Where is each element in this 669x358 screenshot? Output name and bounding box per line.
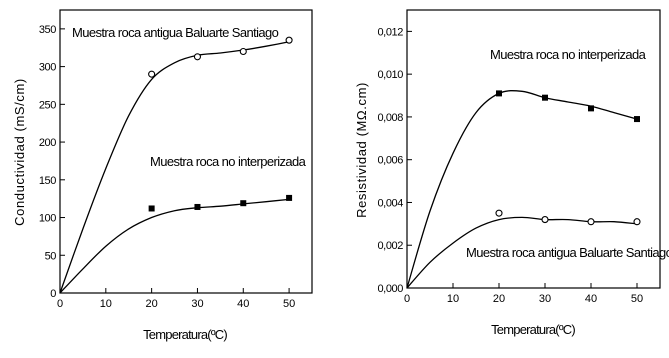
conductivity-x-tick-label: 30 [191, 298, 203, 310]
conductivity-x-tick-label: 50 [283, 298, 295, 310]
resistivity-x-tick-label: 30 [539, 293, 551, 305]
conductivity-y-tick-label: 300 [39, 62, 56, 74]
resistivity-y-tick-label: 0,012 [377, 26, 403, 38]
conductivity-series-label-baluarte: Muestra roca antigua Baluarte Santiago [72, 25, 279, 40]
resistivity-point-filled-square [634, 116, 640, 123]
conductivity-y-axis-label: Conductividad (mS/cm) [12, 78, 27, 226]
conductivity-fit-curves [59, 41, 290, 294]
resistivity-plot-frame [406, 9, 661, 289]
resistivity-y-tick-label: 0,010 [377, 69, 403, 81]
resistivity-point-open-circle [633, 218, 641, 226]
conductivity-fit-curve-baluarte [59, 41, 290, 294]
conductivity-plot-frame [59, 9, 313, 294]
conductivity-point-filled-square [286, 194, 293, 201]
conductivity-point-open-circle [239, 47, 247, 56]
resistivity-y-tick-label: 0,004 [377, 197, 403, 209]
resistivity-point-filled-square [496, 90, 502, 97]
resistivity-y-tick-label: 0,002 [377, 240, 403, 252]
resistivity-chart: 0 10 20 30 40 50 0,0000,0020,0040,0060,0080,0… [354, 9, 669, 337]
conductivity-point-open-circle [285, 36, 293, 44]
resistivity-x-axis-label: Temperatura(ºC) [491, 322, 575, 337]
conductivity-point-filled-square [194, 203, 201, 210]
conductivity-y-tick-label: 200 [39, 137, 56, 149]
conductivity-data-points [148, 36, 293, 212]
conductivity-x-tick-label: 10 [100, 298, 112, 310]
conductivity-point-filled-square [148, 205, 155, 212]
resistivity-x-tick-label: 0 [404, 293, 410, 305]
conductivity-chart: 0 10 20 30 40 50 0 50 100 150 200 250 300 350 Temper… [12, 9, 313, 342]
conductivity-y-tick-label: 250 [39, 99, 56, 111]
conductivity-y-ticks: 0 50 100 150 200 250 300 350 [39, 24, 65, 300]
resistivity-point-open-circle [495, 209, 503, 217]
resistivity-y-axis-label: Resistividad (MΩ.cm) [354, 82, 369, 218]
conductivity-point-open-circle [193, 53, 202, 61]
resistivity-y-tick-label: 0,000 [377, 283, 403, 295]
conductivity-x-tick-label: 40 [237, 298, 249, 310]
conductivity-y-tick-label: 150 [39, 175, 56, 187]
resistivity-point-open-circle [587, 218, 595, 226]
conductivity-series-label-no-interperizada: Muestra roca no interperizada [150, 154, 307, 169]
resistivity-y-ticks: 0,000 0,002 0,004 0,006 0,008 0,010 0,012 [377, 26, 412, 295]
resistivity-x-tick-label: 20 [493, 293, 505, 305]
resistivity-x-tick-label: 10 [447, 293, 459, 305]
conductivity-y-tick-label: 100 [39, 213, 56, 225]
conductivity-fit-curve-no-interperizada [59, 198, 290, 294]
conductivity-x-tick-label: 20 [146, 298, 158, 310]
conductivity-y-tick-label: 350 [39, 24, 56, 36]
resistivity-fit-curves [406, 90, 638, 289]
resistivity-x-tick-label: 50 [631, 293, 643, 305]
conductivity-y-tick-label: 50 [45, 250, 57, 262]
resistivity-y-tick-label: 0,006 [377, 155, 403, 167]
resistivity-y-tick-label: 0,008 [377, 112, 403, 124]
resistivity-fit-curve-no-interperizada [406, 90, 638, 289]
resistivity-point-filled-square [542, 94, 548, 101]
resistivity-series-label-baluarte: Muestra roca antigua Baluarte Santiago [466, 245, 669, 260]
conductivity-x-ticks: 0 10 20 30 40 50 [57, 288, 295, 310]
conductivity-point-open-circle [148, 70, 156, 78]
resistivity-point-open-circle [541, 216, 549, 224]
resistivity-data-points [495, 90, 641, 226]
resistivity-x-tick-label: 40 [585, 293, 597, 305]
conductivity-point-filled-square [240, 200, 247, 207]
conductivity-x-tick-label: 0 [57, 298, 63, 310]
conductivity-y-tick-label: 0 [50, 288, 56, 300]
resistivity-series-label-no-interperizada: Muestra roca no interperizada [490, 47, 647, 62]
conductivity-x-axis-label: Temperatura(ºC) [143, 327, 227, 342]
resistivity-fit-curve-baluarte [406, 216, 638, 289]
resistivity-x-ticks: 0 10 20 30 40 50 [404, 283, 643, 305]
resistivity-point-filled-square [588, 105, 594, 112]
